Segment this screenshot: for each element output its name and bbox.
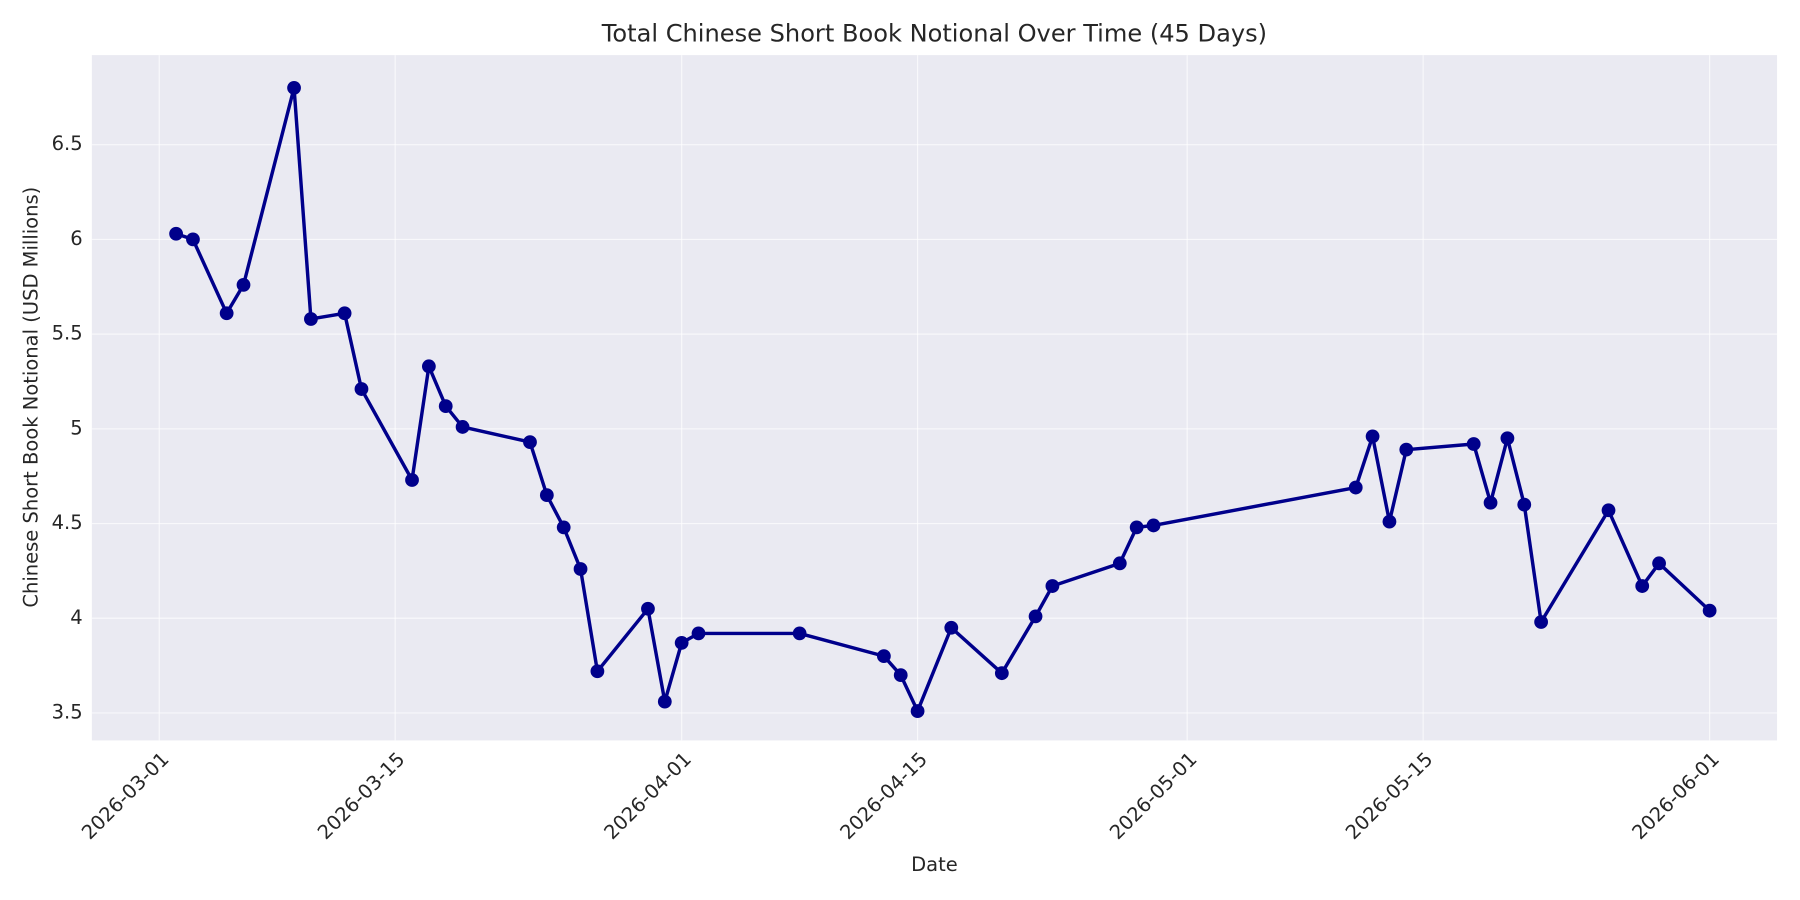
data-point <box>1382 514 1397 529</box>
data-point <box>876 649 891 664</box>
data-point <box>1028 609 1043 624</box>
data-point <box>438 399 453 413</box>
x-tick-label: 2026-06-01 <box>1628 748 1724 844</box>
data-point <box>1702 603 1717 618</box>
data-point <box>169 226 183 241</box>
x-tick-label: 2026-05-01 <box>1105 748 1201 844</box>
y-tick-label: 6 <box>70 227 82 250</box>
data-point <box>944 620 959 635</box>
data-point <box>1045 579 1060 593</box>
data-point <box>1601 503 1616 518</box>
y-tick-label: 4 <box>70 606 82 629</box>
data-point <box>1112 556 1127 571</box>
data-point <box>792 626 807 641</box>
y-tick-label: 5.5 <box>52 322 83 345</box>
data-point <box>691 626 706 641</box>
data-point <box>994 666 1009 681</box>
y-tick-label: 6.5 <box>52 132 83 155</box>
data-point <box>337 306 352 321</box>
data-point <box>539 488 554 503</box>
data-point <box>304 312 318 326</box>
data-point <box>657 694 672 709</box>
plot-area <box>91 55 1778 741</box>
data-point <box>910 704 925 718</box>
x-tick-label: 2026-05-15 <box>1341 748 1437 844</box>
data-point <box>1399 442 1414 457</box>
x-tick-label: 2026-04-15 <box>836 748 932 844</box>
data-point <box>1635 579 1650 593</box>
data-point <box>590 664 605 679</box>
data-point <box>421 359 436 374</box>
data-point <box>354 382 369 396</box>
y-tick-label: 4.5 <box>52 511 83 534</box>
x-axis-label: Date <box>911 853 958 876</box>
y-axis-label: Chinese Short Book Notional (USD Million… <box>20 187 43 608</box>
data-point <box>1652 556 1666 571</box>
chart-title: Total Chinese Short Book Notional Over T… <box>601 19 1267 47</box>
data-point <box>573 562 588 576</box>
x-tick-label: 2026-04-01 <box>600 748 696 844</box>
data-point <box>1500 431 1515 446</box>
data-point <box>1483 495 1498 510</box>
x-tick-label: 2026-03-15 <box>313 748 409 844</box>
data-point <box>523 435 537 449</box>
data-point <box>674 635 689 650</box>
data-point <box>556 520 571 535</box>
data-point <box>236 277 251 292</box>
data-point <box>186 232 200 247</box>
data-point <box>405 473 419 487</box>
data-point <box>455 420 470 434</box>
data-point <box>1517 497 1532 512</box>
data-point <box>1466 437 1481 451</box>
y-tick-label: 5 <box>70 416 82 439</box>
data-point <box>1146 518 1161 533</box>
data-point <box>1365 429 1380 444</box>
data-point <box>1348 480 1363 495</box>
data-point <box>893 668 908 682</box>
y-tick-label: 3.5 <box>52 700 83 723</box>
data-point <box>1129 520 1144 535</box>
data-point <box>1534 615 1548 629</box>
data-point <box>219 306 234 321</box>
data-point <box>641 601 655 616</box>
data-point <box>287 80 301 95</box>
x-tick-label: 2026-03-01 <box>77 748 173 844</box>
